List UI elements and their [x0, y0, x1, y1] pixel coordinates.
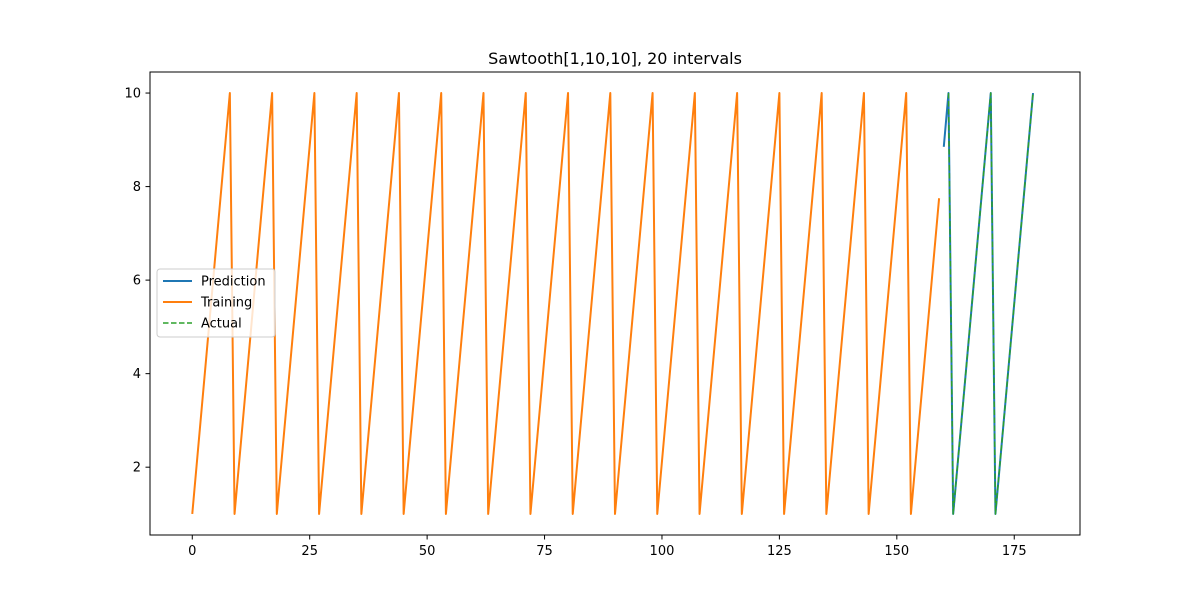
x-tick-label: 50: [419, 544, 436, 559]
y-tick-label: 4: [133, 367, 141, 382]
series-line-actual: [947, 92, 1034, 515]
plot-area-frame: [149, 71, 1081, 536]
chart-title: Sawtooth[1,10,10], 20 intervals: [488, 49, 742, 68]
legend-label-training: Training: [200, 296, 252, 311]
y-tick-label: 8: [133, 180, 141, 195]
series-line-training: [191, 92, 941, 515]
x-tick-label: 0: [188, 544, 196, 559]
legend-label-prediction: Prediction: [201, 275, 266, 290]
y-tick-label: 2: [133, 461, 141, 476]
x-tick-label: 175: [1002, 544, 1027, 559]
x-tick-label: 125: [767, 544, 792, 559]
legend-label-actual: Actual: [201, 317, 242, 332]
legend: Prediction Training Actual: [156, 268, 276, 338]
x-tick-label: 75: [536, 544, 553, 559]
x-tick-label: 150: [884, 544, 909, 559]
x-axis: 0 25 50 75 100 125 150 175: [188, 535, 1027, 559]
y-tick-label: 10: [124, 87, 141, 102]
x-tick-label: 25: [301, 544, 318, 559]
y-axis: 2 4 6 8 10: [124, 87, 150, 476]
x-tick-label: 100: [650, 544, 675, 559]
y-tick-label: 6: [133, 274, 141, 289]
legend-box: [156, 268, 276, 338]
series-layer: [191, 92, 1035, 515]
